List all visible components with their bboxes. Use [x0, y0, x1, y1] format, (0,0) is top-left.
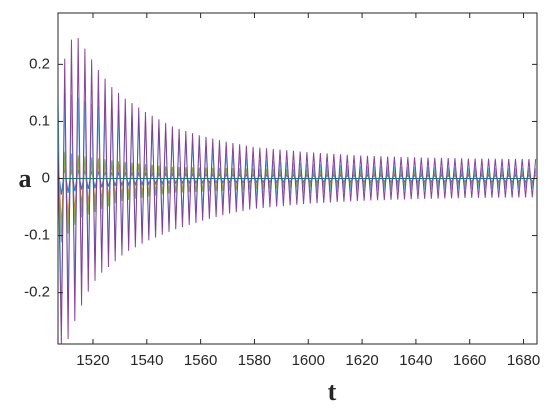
series-line-1 — [58, 37, 537, 344]
x-axis: 1520 1540 1560 1580 1600 1620 1640 1660 1680 — [76, 13, 540, 369]
x-tick-label: 1560 — [184, 352, 217, 369]
x-tick-label: 1540 — [130, 352, 163, 369]
x-tick-label: 1660 — [453, 352, 486, 369]
x-tick-label: 1620 — [345, 352, 378, 369]
x-tick-label: 1600 — [292, 352, 325, 369]
x-tick-label: 1680 — [507, 352, 540, 369]
y-tick-label: -0.1 — [24, 227, 50, 244]
x-tick-label: 1580 — [238, 352, 271, 369]
x-axis-title: t — [328, 377, 337, 406]
y-axis: -0.2 -0.1 0 0.1 0.2 — [24, 55, 537, 301]
y-tick-label: 0.1 — [29, 112, 50, 129]
y-axis-title: a — [19, 164, 32, 193]
x-tick-label: 1640 — [399, 352, 432, 369]
y-tick-label: 0 — [42, 169, 50, 186]
y-tick-label: -0.2 — [24, 284, 50, 301]
y-tick-label: 0.2 — [29, 55, 50, 72]
series-layer — [58, 37, 537, 344]
x-tick-label: 1520 — [76, 352, 109, 369]
